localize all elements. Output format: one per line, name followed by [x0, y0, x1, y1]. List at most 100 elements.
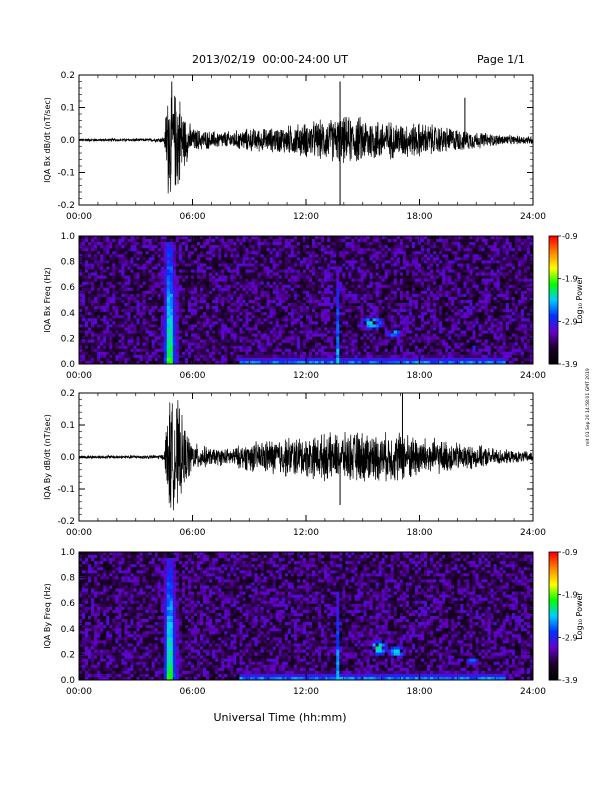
spectrogram-cell — [245, 315, 249, 319]
spectrogram-cell — [106, 306, 110, 310]
spectrogram-cell — [478, 303, 482, 307]
spectrogram-cell — [169, 266, 174, 270]
spectrogram-cell — [336, 318, 340, 322]
spectrogram-cell — [218, 300, 222, 304]
spectrogram-cell — [103, 278, 107, 283]
spectrogram-cell — [103, 284, 107, 289]
spectrogram-cell — [239, 312, 243, 316]
spectrogram-cell — [233, 245, 237, 249]
spectrogram-cell — [396, 300, 401, 304]
spectrogram-cell — [187, 260, 192, 264]
spectrogram-cell — [490, 236, 494, 240]
spectrogram-cell — [309, 281, 313, 286]
spectrogram-cell — [327, 278, 331, 283]
spectrogram-cell — [318, 309, 322, 313]
spectrogram-cell — [309, 327, 313, 331]
spectrogram-cell — [251, 272, 255, 276]
spectrogram-cell — [390, 300, 395, 304]
spectrogram-cell — [218, 266, 222, 270]
spectrogram-cell — [245, 242, 249, 246]
spectrogram-cell — [448, 269, 452, 273]
spectrogram-cell — [318, 330, 322, 334]
spectrogram-cell — [121, 239, 125, 243]
spectrogram-cell — [230, 309, 234, 313]
spectrogram-cell — [360, 321, 364, 325]
spectrogram-cell — [390, 254, 395, 258]
spectrogram-cell — [481, 242, 485, 246]
spectrogram-cell — [79, 324, 83, 328]
spectrogram-cell — [381, 272, 385, 276]
spectrogram-cell — [139, 242, 143, 246]
spectrogram-cell — [251, 251, 255, 255]
spectrogram-cell — [430, 266, 434, 270]
spectrogram-cell — [200, 251, 204, 255]
spectrogram-cell — [357, 269, 361, 273]
spectrogram-cell — [484, 327, 488, 331]
spectrogram-cell — [357, 251, 361, 255]
spectrogram-cell — [402, 290, 407, 295]
spectrogram-cell — [436, 239, 440, 243]
spectrogram-cell — [360, 254, 364, 258]
spectrogram-cell — [203, 263, 207, 267]
spectrogram-cell — [496, 284, 501, 289]
spectrogram-cell — [233, 315, 237, 319]
spectrogram-cell — [363, 278, 367, 283]
spectrogram-cell — [411, 269, 416, 273]
spectrogram-cell — [433, 251, 437, 255]
spectrogram-cell — [124, 296, 128, 301]
spectrogram-cell — [230, 300, 234, 304]
spectrogram-cell — [454, 242, 458, 246]
spectrogram-cell — [218, 327, 222, 331]
spectrogram-cell — [145, 260, 149, 264]
spectrogram-cell — [529, 318, 534, 322]
spectrogram-cell — [372, 251, 376, 255]
spectrogram-cell — [484, 242, 488, 246]
spectrogram-cell — [290, 309, 295, 313]
spectrogram-cell — [360, 327, 364, 331]
spectrogram-cell — [85, 333, 89, 337]
spectrogram-cell — [427, 254, 431, 258]
spectrogram-cell — [384, 242, 389, 246]
spectrogram-cell — [115, 330, 119, 334]
spectrogram-cell — [312, 303, 316, 307]
spectrogram-cell — [318, 284, 322, 289]
spectrogram-cell — [408, 248, 413, 252]
spectrogram-cell — [315, 254, 319, 258]
spectrogram-cell — [469, 306, 473, 310]
spectrogram-cell — [414, 312, 419, 316]
spectrogram-cell — [287, 266, 292, 270]
spectrogram-cell — [224, 290, 228, 295]
spectrogram-cell — [372, 266, 376, 270]
spectrogram-cell — [109, 251, 113, 255]
spectrogram-cell — [109, 327, 113, 331]
spectrogram-cell — [293, 245, 298, 249]
spectrogram-cell — [424, 281, 428, 286]
spectrogram-cell — [163, 242, 168, 246]
spectrogram-cell — [463, 275, 467, 279]
spectrogram-cell — [287, 318, 292, 322]
spectrogram-cell — [290, 236, 295, 240]
spectrogram-cell — [118, 248, 122, 252]
spectrogram-cell — [266, 239, 270, 243]
spectrogram-cell — [457, 321, 461, 325]
spectrogram-cell — [118, 260, 122, 264]
spectrogram-cell — [181, 303, 186, 307]
spectrogram-cell — [148, 281, 152, 286]
spectrogram-cell — [366, 312, 370, 316]
spectrogram-cell — [454, 248, 458, 252]
spectrogram-cell — [160, 330, 165, 334]
spectrogram-cell — [299, 266, 304, 270]
spectrogram-cell — [91, 254, 95, 258]
spectrogram-cell — [233, 266, 237, 270]
spectrogram-cell — [187, 306, 192, 310]
spectrogram-cell — [302, 257, 307, 261]
spectrogram-cell — [427, 257, 431, 261]
spectrogram-cell — [421, 293, 425, 298]
spectrogram-cell — [287, 269, 292, 273]
spectrogram-cell — [197, 290, 201, 295]
spectrogram-cell — [269, 263, 274, 267]
spectrogram-cell — [230, 333, 234, 337]
spectrogram-cell — [127, 290, 131, 295]
spectrogram-cell — [411, 300, 416, 304]
spectrogram-cell — [118, 303, 122, 307]
